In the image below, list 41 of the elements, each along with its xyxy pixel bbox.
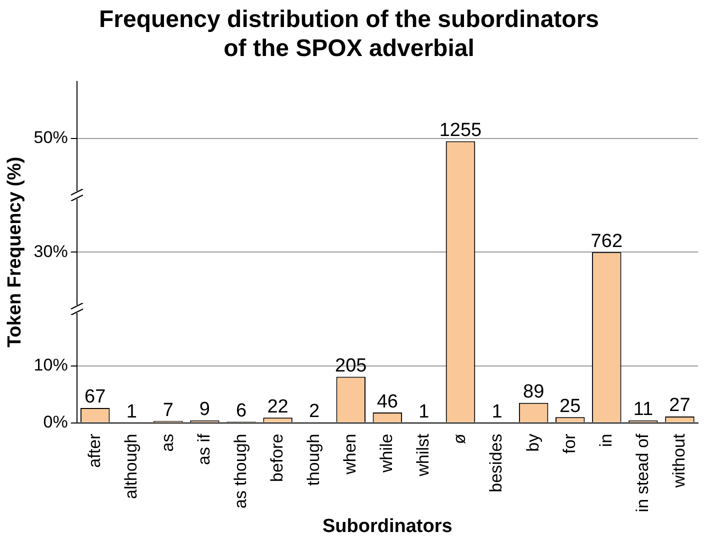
annotation: 89 bbox=[523, 382, 544, 403]
annotation: 22 bbox=[267, 396, 288, 418]
x-tick-label: in stead of bbox=[632, 433, 652, 512]
annotation: 1 bbox=[492, 401, 502, 422]
x-tick-label: besides bbox=[486, 434, 506, 492]
x-tick-label: ø bbox=[450, 434, 470, 444]
annotation: 25 bbox=[560, 396, 581, 417]
x-tick-label: without bbox=[669, 433, 688, 489]
x-tick-label: as bbox=[158, 434, 177, 452]
x-axis-title: Subordinators bbox=[322, 516, 452, 537]
x-tick-label: by bbox=[523, 433, 542, 452]
annotation: 1255 bbox=[439, 120, 482, 142]
x-tick-label: before bbox=[267, 434, 286, 482]
y-tick-label: 30% bbox=[34, 242, 68, 261]
x-tick-label: while bbox=[377, 434, 396, 474]
annotation: 27 bbox=[669, 395, 690, 416]
annotation: 205 bbox=[335, 355, 367, 376]
annotation: 9 bbox=[199, 399, 210, 420]
y-axis-title: Token Frequency (%) bbox=[4, 156, 26, 348]
x-tick-label: as though bbox=[230, 434, 250, 508]
y-tick-label: 50% bbox=[34, 128, 68, 148]
x-tick-label: for bbox=[560, 433, 579, 454]
annotation: 46 bbox=[376, 391, 398, 412]
x-tick-label: whilst bbox=[414, 433, 433, 478]
x-tick-label: though bbox=[304, 434, 324, 486]
annotation: 6 bbox=[236, 400, 247, 422]
annotation: 2 bbox=[309, 400, 320, 422]
annotation: 11 bbox=[633, 399, 654, 420]
x-tick-label: when bbox=[340, 434, 360, 476]
y-tick-label: 0% bbox=[43, 412, 68, 432]
annotation: 762 bbox=[590, 230, 622, 252]
annotation: 67 bbox=[84, 386, 106, 408]
annotation: 1 bbox=[418, 401, 430, 422]
chart-title: Frequency distribution of the subordinators of the SPOX adverbial bbox=[98, 6, 600, 62]
x-tick-label: after bbox=[84, 433, 104, 468]
x-tick-label: as if bbox=[194, 433, 214, 465]
y-tick-label: 10% bbox=[34, 356, 68, 375]
x-tick-label: although bbox=[121, 434, 140, 499]
annotation: 1 bbox=[126, 401, 137, 422]
x-tick-label: in bbox=[596, 434, 616, 447]
annotation: 7 bbox=[162, 400, 174, 421]
